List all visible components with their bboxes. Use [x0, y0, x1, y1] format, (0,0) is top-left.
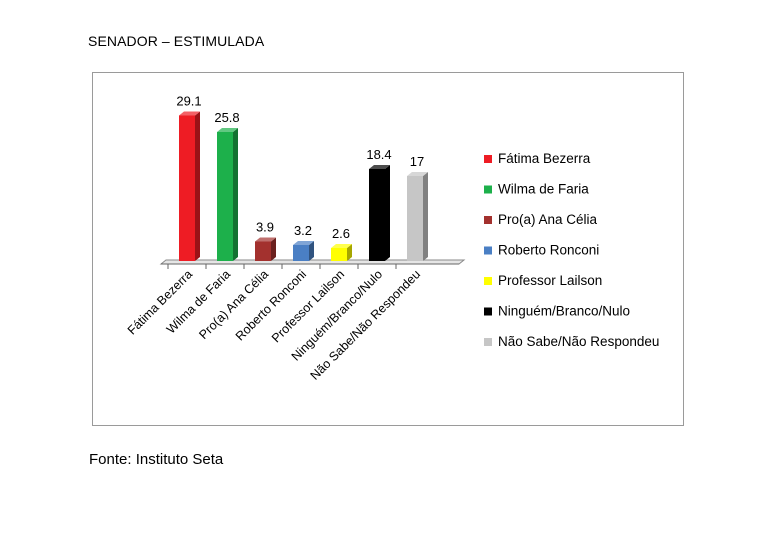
legend-swatch	[484, 216, 492, 224]
bar-top	[255, 237, 276, 242]
data-label: 29.1	[176, 94, 201, 109]
bar-side	[195, 111, 200, 261]
chart-frame: 29.1 Fátima Bezerra 25.8 Wilma de Faria 3.9 P…	[92, 72, 684, 426]
bar-1	[179, 115, 195, 261]
bar-top	[293, 241, 314, 245]
category-label: Roberto Ronconi	[233, 267, 309, 343]
legend-swatch	[484, 307, 492, 316]
bar-side	[309, 241, 314, 261]
bar-5	[331, 248, 347, 261]
legend-swatch	[484, 246, 492, 255]
legend-label: Pro(a) Ana Célia	[498, 212, 598, 227]
bar-top	[217, 128, 238, 132]
data-label: 3.2	[294, 223, 312, 238]
data-label: 25.8	[214, 110, 239, 125]
bar-top	[369, 165, 390, 169]
legend-label: Professor Lailson	[498, 273, 602, 288]
bar-side	[271, 237, 276, 261]
legend-swatch	[484, 277, 492, 285]
bar-side	[347, 244, 352, 261]
legend-label: Não Sabe/Não Respondeu	[498, 334, 659, 349]
bar-2	[217, 132, 233, 261]
legend-label: Ninguém/Branco/Nulo	[498, 304, 630, 319]
bar-7	[407, 176, 423, 261]
bar-chart: 29.1 Fátima Bezerra 25.8 Wilma de Faria 3.9 P…	[125, 94, 660, 383]
data-label: 3.9	[256, 220, 274, 235]
bar-top	[407, 172, 428, 176]
source-note: Fonte: Instituto Seta	[89, 451, 224, 468]
bar-6	[369, 169, 385, 261]
legend-label: Wilma de Faria	[498, 182, 589, 197]
data-label: 18.4	[366, 147, 391, 162]
legend-label: Roberto Ronconi	[498, 243, 599, 258]
bar-3	[255, 241, 271, 261]
category-label: Fátima Bezerra	[125, 267, 195, 337]
data-label: 2.6	[332, 226, 350, 241]
data-label: 17	[410, 154, 424, 169]
bar-side	[233, 128, 238, 261]
category-label: Pro(a) Ana Célia	[196, 267, 271, 342]
legend-swatch	[484, 185, 492, 194]
bar-side	[385, 165, 390, 261]
legend-swatch	[484, 338, 492, 346]
bar-top	[179, 111, 200, 116]
chart-heading: SENADOR – ESTIMULADA	[88, 33, 265, 49]
bar-4	[293, 245, 309, 261]
bar-side	[423, 172, 428, 261]
legend-swatch	[484, 155, 492, 163]
legend-label: Fátima Bezerra	[498, 151, 591, 166]
bar-top	[331, 244, 352, 248]
